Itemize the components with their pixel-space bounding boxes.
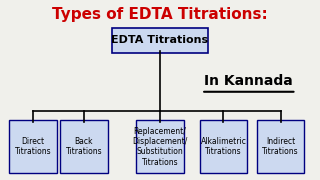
Text: Alkalimetric
Titrations: Alkalimetric Titrations bbox=[201, 137, 246, 156]
FancyBboxPatch shape bbox=[200, 120, 247, 173]
FancyBboxPatch shape bbox=[112, 28, 208, 53]
FancyBboxPatch shape bbox=[60, 120, 108, 173]
Text: Replacement/
Displacement/
Substitution
Titrations: Replacement/ Displacement/ Substitution … bbox=[132, 127, 188, 167]
Text: EDTA Titrations: EDTA Titrations bbox=[111, 35, 209, 45]
Text: In Kannada: In Kannada bbox=[204, 74, 293, 88]
Text: Types of EDTA Titrations:: Types of EDTA Titrations: bbox=[52, 7, 268, 22]
FancyBboxPatch shape bbox=[257, 120, 304, 173]
Text: Direct
Titrations: Direct Titrations bbox=[15, 137, 52, 156]
Text: Indirect
Titrations: Indirect Titrations bbox=[262, 137, 299, 156]
FancyBboxPatch shape bbox=[136, 120, 184, 173]
Text: Back
Titrations: Back Titrations bbox=[66, 137, 102, 156]
FancyBboxPatch shape bbox=[9, 120, 57, 173]
